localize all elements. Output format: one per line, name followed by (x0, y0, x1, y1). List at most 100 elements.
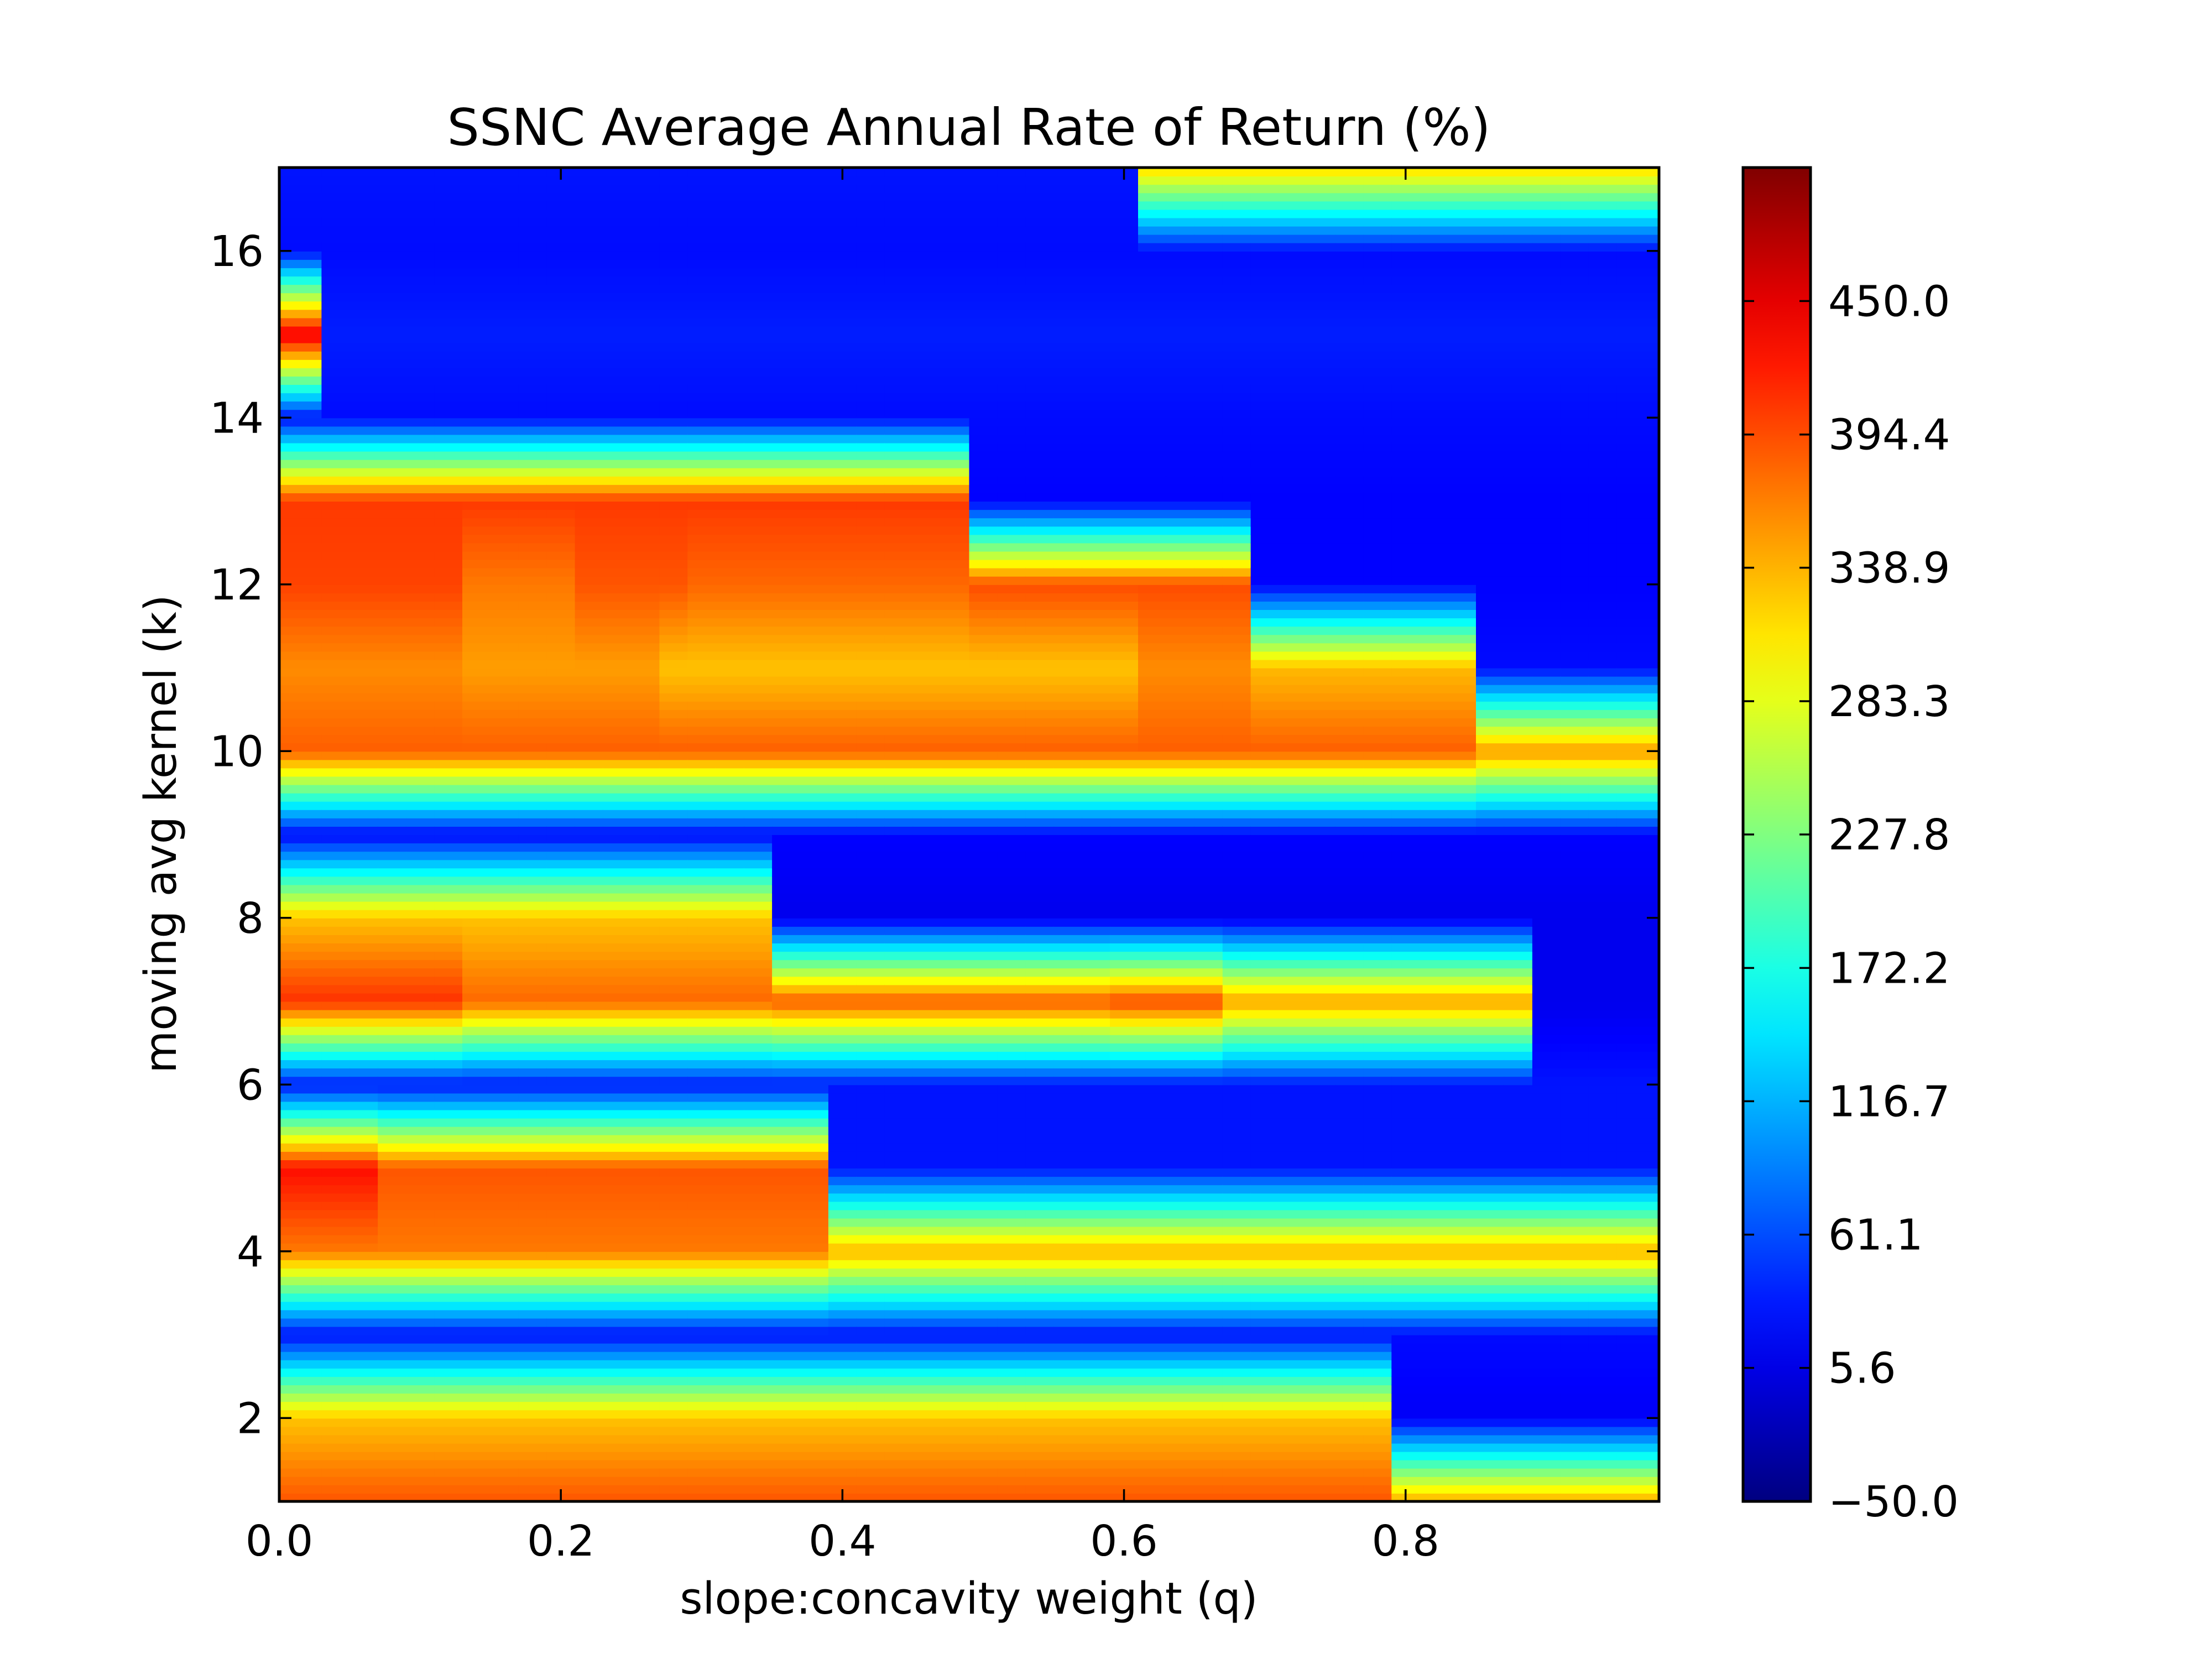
heatmap-cell (434, 1384, 463, 1394)
heatmap-cell (800, 1267, 829, 1277)
heatmap-cell (884, 1293, 914, 1302)
heatmap-cell (434, 676, 463, 685)
heatmap-cell (631, 1310, 660, 1319)
heatmap-cell (856, 993, 885, 1002)
heatmap-cell (462, 1093, 491, 1102)
heatmap-cell (293, 492, 322, 502)
heatmap-cell (772, 542, 801, 552)
heatmap-cell (1025, 1076, 1055, 1086)
heatmap-cell (321, 834, 351, 844)
heatmap-cell (406, 1051, 435, 1061)
heatmap-cell (490, 817, 519, 827)
heatmap-cell (884, 592, 914, 602)
heatmap-cell (1138, 1443, 1167, 1452)
heatmap-cell (434, 934, 463, 943)
heatmap-cell (518, 442, 547, 452)
heatmap-cell (603, 659, 632, 669)
heatmap-cell (1110, 1093, 1139, 1102)
heatmap-cell (828, 559, 857, 568)
heatmap-cell (321, 1126, 351, 1135)
heatmap-cell (997, 192, 1026, 202)
heatmap-cell (772, 1443, 801, 1452)
heatmap-cell (659, 776, 688, 785)
heatmap-cell (1082, 1301, 1111, 1311)
heatmap-cell (546, 851, 576, 860)
heatmap-cell (1082, 351, 1111, 360)
heatmap-cell (631, 284, 660, 294)
heatmap-cell (744, 959, 773, 969)
heatmap-cell (518, 993, 547, 1002)
heatmap-cell (969, 1326, 998, 1335)
heatmap-cell (969, 893, 998, 902)
heatmap-cell (772, 876, 801, 885)
heatmap-cell (1110, 484, 1139, 493)
heatmap-cell (434, 651, 463, 660)
heatmap-cell (378, 317, 407, 327)
heatmap-cell (884, 276, 914, 285)
heatmap-cell (941, 259, 970, 268)
heatmap-cell (884, 1193, 914, 1202)
heatmap-cell (518, 776, 547, 785)
heatmap-cell (349, 1359, 379, 1369)
heatmap-cell (321, 551, 351, 560)
heatmap-cell (518, 592, 547, 602)
heatmap-cell (490, 1093, 519, 1102)
heatmap-cell (575, 876, 604, 885)
heatmap-cell (378, 751, 407, 760)
heatmap-cell (546, 351, 576, 360)
heatmap-cell (716, 251, 745, 260)
heatmap-cell (687, 184, 717, 194)
heatmap-cell (1053, 168, 1083, 177)
heatmap-cell (434, 301, 463, 310)
heatmap-cell (1082, 876, 1111, 885)
heatmap-cell (575, 276, 604, 285)
heatmap-cell (969, 242, 998, 252)
heatmap-cell (744, 659, 773, 669)
heatmap-cell (716, 784, 745, 794)
heatmap-cell (279, 1351, 294, 1360)
heatmap-cell (997, 226, 1026, 235)
heatmap-cell (518, 467, 547, 477)
heatmap-cell (687, 259, 717, 268)
heatmap-cell (434, 367, 463, 377)
heatmap-cell (912, 926, 942, 935)
heatmap-cell (1082, 418, 1111, 427)
heatmap-cell (293, 559, 322, 568)
heatmap-cell (1053, 551, 1083, 560)
heatmap-cell (279, 1484, 294, 1494)
heatmap-cell (997, 1276, 1026, 1286)
heatmap-cell (716, 1034, 745, 1044)
heatmap-cell (687, 1109, 717, 1119)
heatmap-cell (1053, 1484, 1083, 1494)
heatmap-cell (378, 509, 407, 519)
heatmap-cell (1082, 401, 1111, 410)
heatmap-cell (1110, 1109, 1139, 1119)
heatmap-cell (687, 317, 717, 327)
heatmap-cell (462, 1410, 491, 1419)
heatmap-cell (969, 1084, 998, 1094)
heatmap-cell (1053, 1209, 1083, 1219)
heatmap-cell (279, 1459, 294, 1469)
heatmap-cell (1053, 601, 1083, 610)
heatmap-cell (279, 192, 294, 202)
heatmap-cell (490, 667, 519, 677)
heatmap-cell (434, 1042, 463, 1052)
heatmap-cell (406, 1368, 435, 1377)
heatmap-cell (631, 884, 660, 894)
heatmap-cell (349, 168, 379, 177)
heatmap-cell (969, 1176, 998, 1186)
heatmap-cell (828, 1251, 857, 1260)
heatmap-cell (856, 326, 885, 335)
heatmap-cell (687, 826, 717, 835)
heatmap-cell (1082, 1076, 1111, 1086)
heatmap-cell (912, 542, 942, 552)
heatmap-cell (293, 184, 322, 194)
heatmap-cell (1082, 1251, 1111, 1260)
heatmap-cell (378, 1384, 407, 1394)
heatmap-cell (997, 859, 1026, 869)
heatmap-cell (1110, 434, 1139, 444)
heatmap-cell (687, 192, 717, 202)
heatmap-cell (603, 393, 632, 402)
heatmap-cell (912, 534, 942, 544)
heatmap-cell (687, 626, 717, 635)
